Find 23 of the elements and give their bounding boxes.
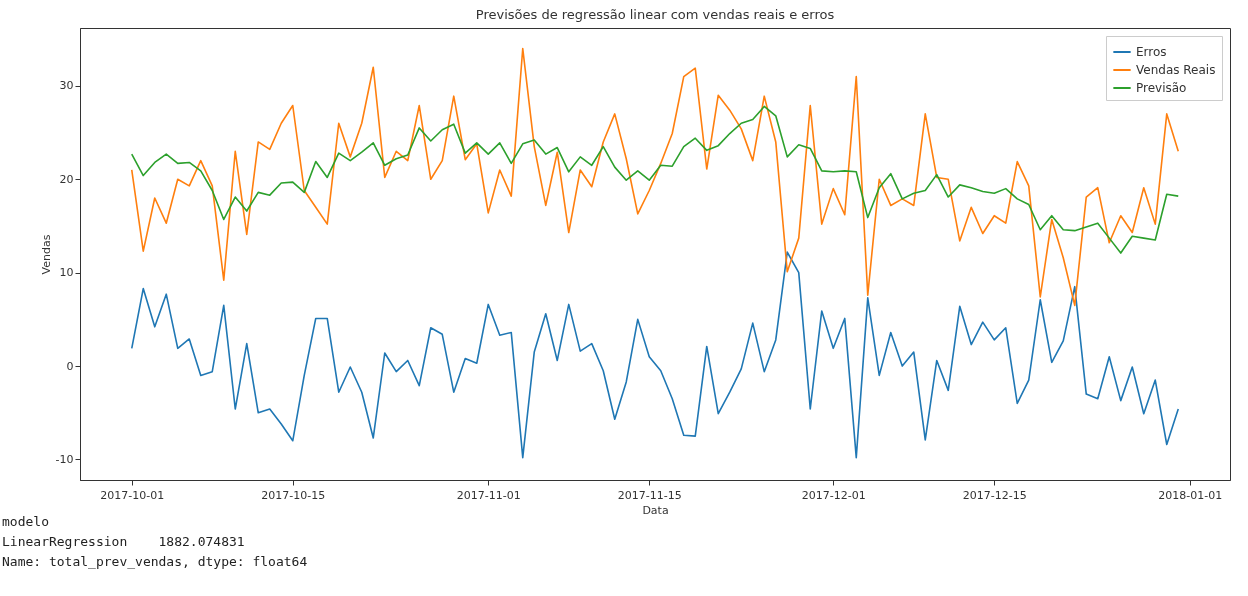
y-tick-label: 20 (59, 172, 74, 186)
line-series (130, 105, 1180, 254)
y-tick-label: 30 (59, 79, 74, 93)
x-tick-label: 2017-12-15 (962, 488, 1027, 502)
y-tick-label: 10 (59, 266, 74, 280)
line-series (130, 251, 1180, 459)
x-tick-label: 2017-12-01 (801, 488, 866, 502)
y-axis-title: Vendas (39, 234, 53, 275)
y-tick-label: -10 (55, 452, 74, 466)
x-tick-label: 2017-11-01 (456, 488, 521, 502)
x-tick-label: 2017-11-15 (617, 488, 682, 502)
text: modelo (2, 513, 50, 531)
x-axis-title: Data (642, 503, 669, 517)
text: Name: total_prev_vendas, dtype: float64 (2, 553, 308, 571)
x-tick-label: 2018-01-01 (1158, 488, 1223, 502)
legend-label: Erros (1136, 45, 1167, 59)
legend-label: Vendas Reais (1136, 63, 1216, 77)
text: LinearRegression 1882.074831 (2, 533, 246, 551)
chart-title: Previsões de regressão linear com vendas reais e erros (475, 7, 835, 22)
y-tick-label: 0 (66, 359, 74, 373)
x-tick-label: 2017-10-01 (100, 488, 165, 502)
legend-label: Previsão (1136, 81, 1187, 95)
x-tick-label: 2017-10-15 (261, 488, 326, 502)
